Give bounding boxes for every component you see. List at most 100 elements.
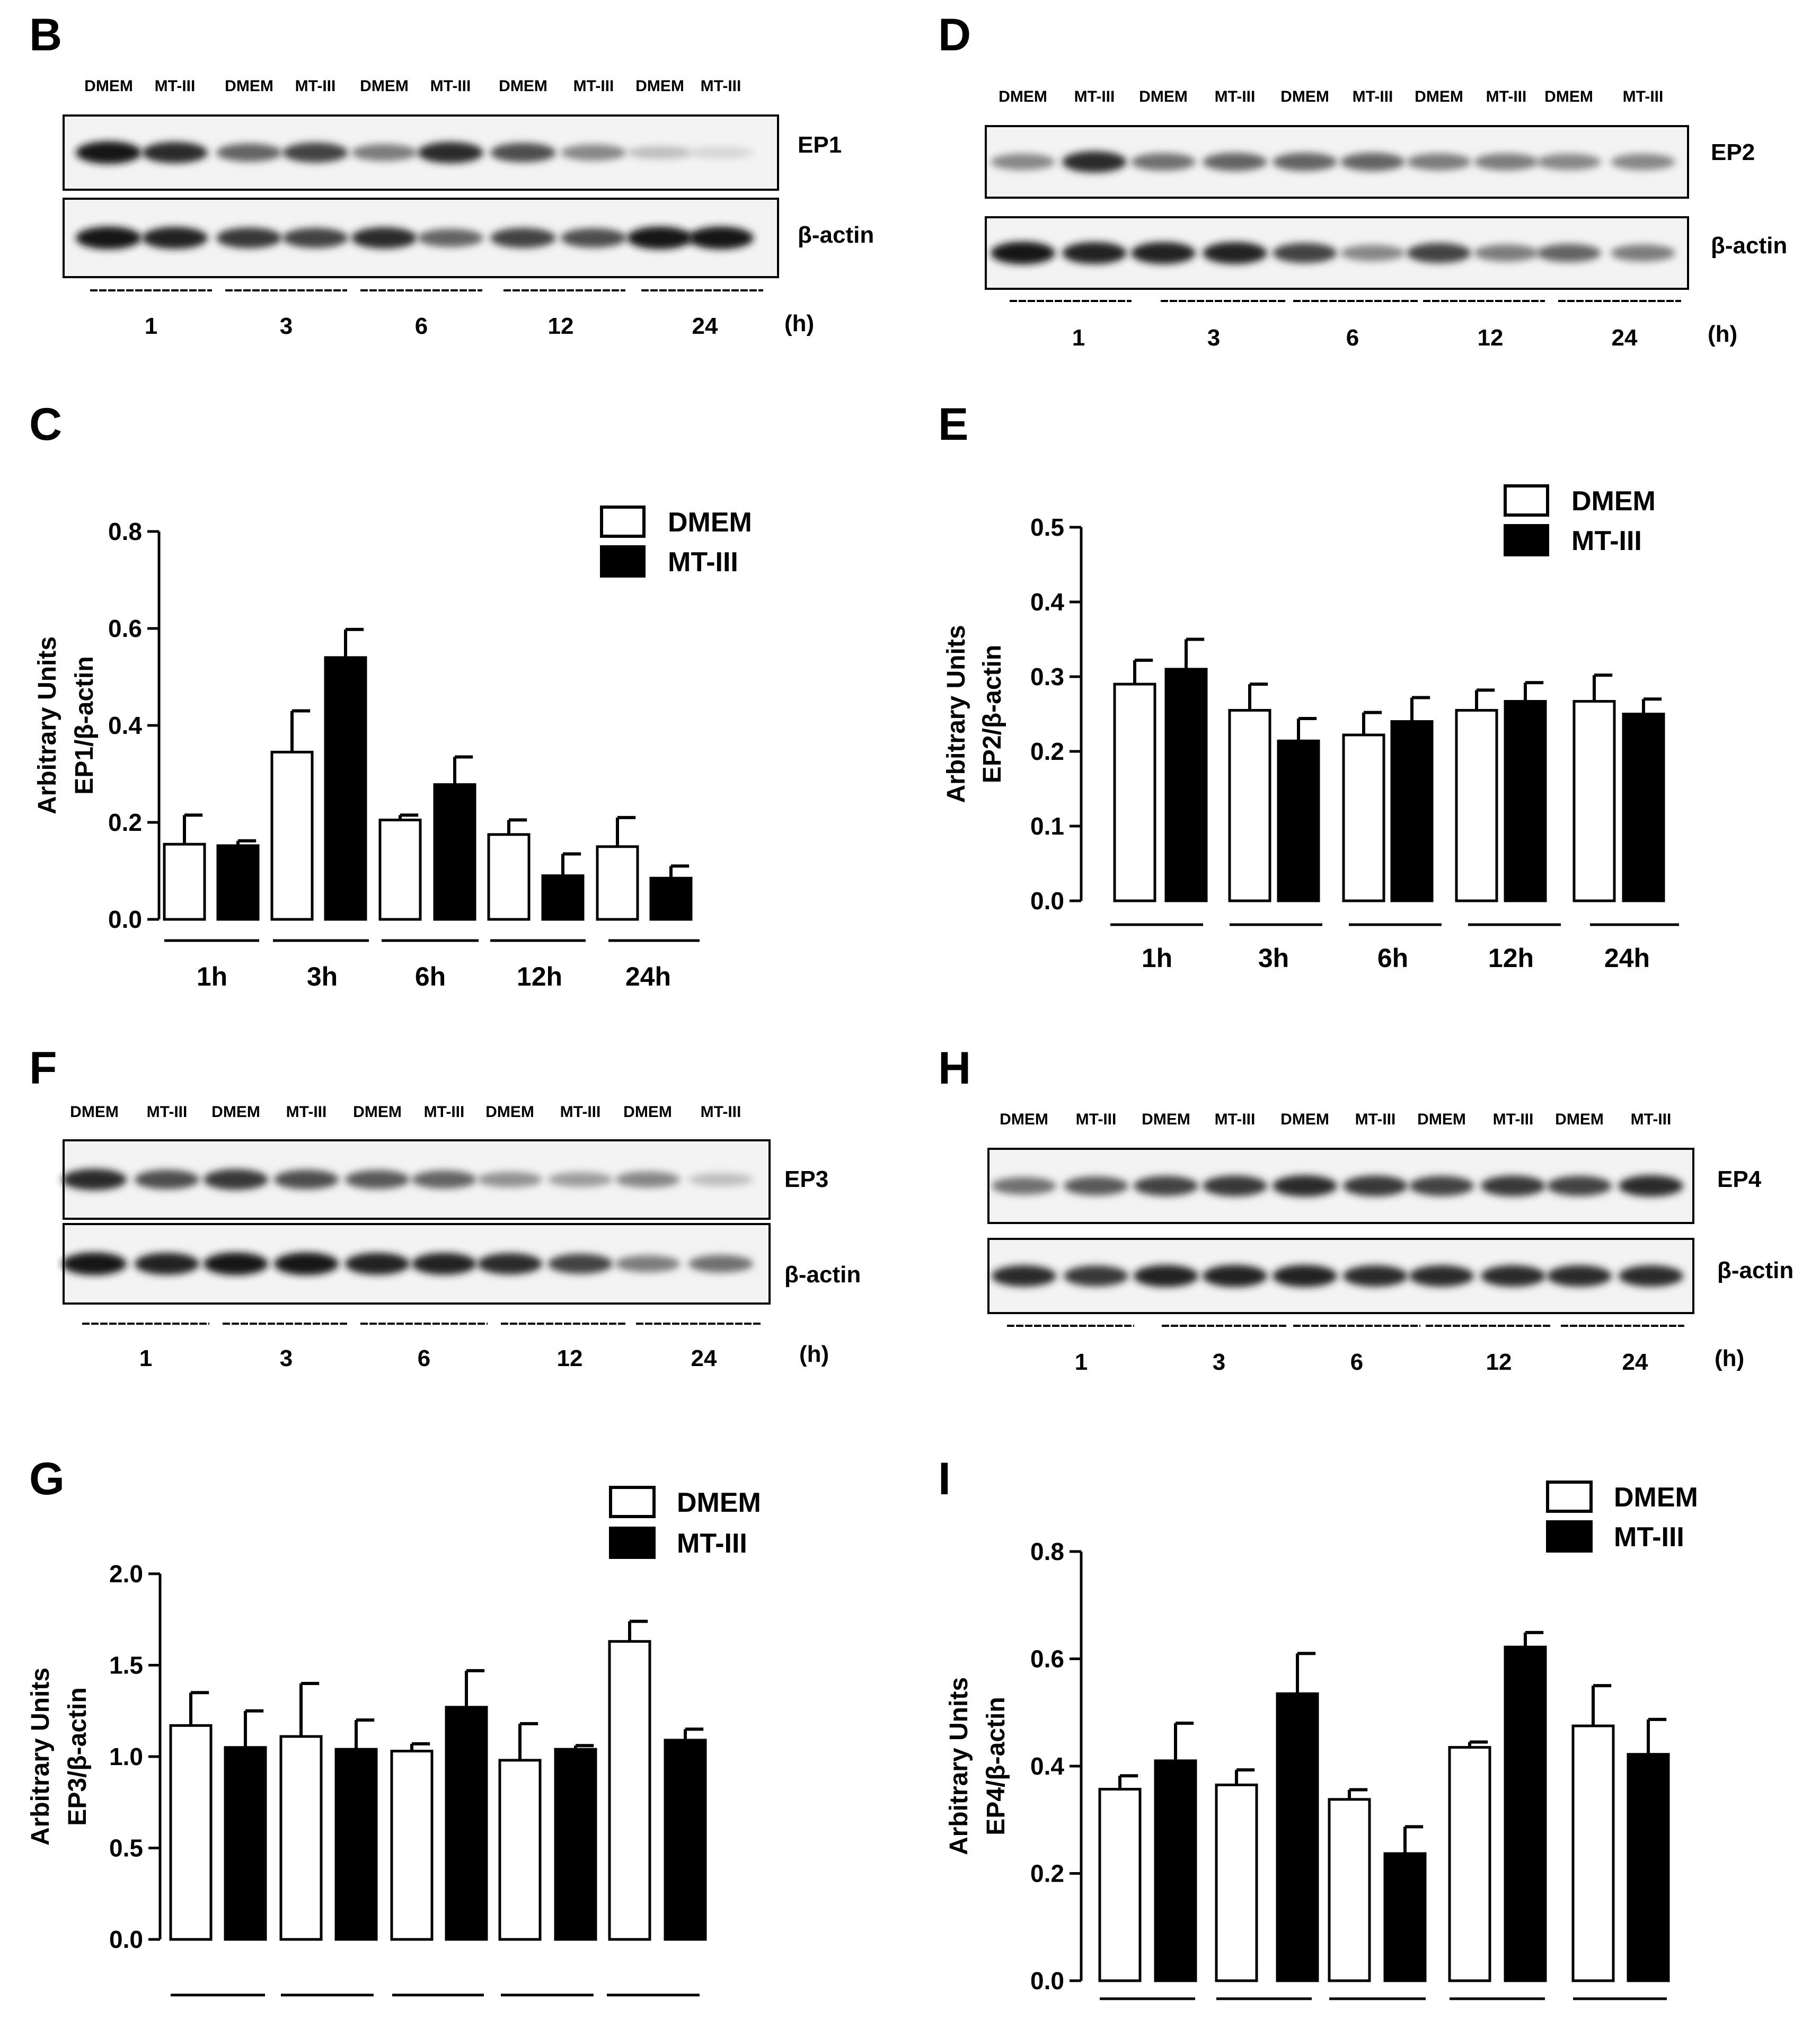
bar-mtiii [1383,1852,1427,1982]
bar-mtiii [433,783,476,921]
legend-label: MT-III [1571,526,1642,556]
target-band [626,146,693,159]
lane-label: MT-III [1353,88,1393,105]
lane-label: MT-III [295,77,336,95]
chart-panel-I: I 0.0 0.2 0.4 0.6 0.8 Arbitrary Units EP4/β-act… [938,1453,1698,2021]
bar-dmem [1113,682,1156,902]
y-tick-label: 0.1 [1030,812,1064,840]
target-band [1480,1175,1546,1196]
actin-band [1611,244,1675,262]
target-band [1611,154,1675,170]
category-label: 3h [1258,943,1289,973]
time-unit: (h) [784,311,814,336]
actin-band [1474,244,1539,262]
lane-label: DMEM [1417,1111,1466,1128]
y-axis-label: EP2/β-actin [978,645,1006,783]
bar-dmem [1571,1724,1615,1982]
bar-dmem [608,1640,651,1941]
timepoint-label: 3 [280,1345,293,1371]
timepoint-label: 6 [1350,1349,1363,1375]
lane-label: MT-III [286,1103,327,1121]
legend: DMEM MT-III [1546,1481,1698,1553]
actin-band [344,1253,410,1275]
panel-letter-G: G [29,1453,65,1504]
lane-label: MT-III [1074,88,1115,105]
bar-dmem [1572,700,1616,902]
legend-label: DMEM [677,1487,761,1518]
bar-dmem [279,1735,323,1941]
bar-mtiii [224,1746,267,1941]
bar-dmem [498,1759,542,1941]
lane-label: DMEM [1139,88,1188,105]
timepoint-label: 3 [1213,1349,1225,1375]
target-band [1273,153,1337,171]
bar-mtiii [1390,720,1434,902]
legend-swatch-mtiii [600,545,646,578]
y-tick-label: 0.4 [108,712,142,739]
chart-panel-E: E 0.0 0.1 0.2 0.3 0.4 0.5 Arbitrary Units EP2/β-… [938,399,1679,973]
target-label: EP3 [784,1166,828,1192]
loading-label: β-actin [1717,1257,1794,1283]
blot-panel-B: B DMEM MT-III DMEM MT-III DMEM MT-III DMEM MT-II… [29,10,874,339]
actin-band [273,1252,339,1275]
bar-mtiii [1622,713,1665,902]
legend-swatch-mtiii [1504,524,1549,556]
bar-mtiii [649,876,693,921]
target-band [1409,1176,1474,1196]
target-band [688,1173,754,1186]
target-label: EP1 [798,132,842,158]
actin-band [1203,242,1267,264]
bar-dmem [1342,733,1385,902]
y-tick-label: 0.8 [1030,1538,1064,1565]
target-band [687,146,754,159]
target-band [490,143,556,163]
lane-label: MT-III [1623,88,1664,105]
legend-swatch-dmem [609,1486,656,1518]
y-tick-label: 0.0 [109,1926,143,1953]
blot-panel-F: F DMEM MT-III DMEM MT-III DMEM MT-III DMEM MT-II… [29,1043,861,1371]
category-label: 1h [1132,2019,1163,2021]
lane-label: DMEM [999,88,1047,105]
blot-panel-D: D DMEM MT-III DMEM MT-III DMEM MT-III DMEM MT-II… [938,10,1787,351]
timepoint-label: 24 [692,313,718,339]
time-unit: (h) [1715,1345,1744,1371]
target-label: EP2 [1711,139,1755,165]
actin-band [134,1253,200,1275]
lane-label: DMEM [84,77,133,95]
target-band [477,1172,543,1187]
panel-letter-B: B [29,10,62,60]
target-band [1536,154,1601,170]
bar-dmem [163,843,206,921]
category-label: 6h [1362,2019,1392,2021]
target-band [547,1172,613,1187]
lane-label: DMEM [499,77,547,95]
actin-band [203,1252,269,1275]
legend: DMEM MT-III [600,506,752,578]
legend-swatch-dmem [600,506,646,538]
bar-dmem [1455,708,1498,902]
bar-dmem [1328,1798,1371,1982]
y-axis-label: EP4/β-actin [982,1697,1010,1835]
actin-band [615,1255,681,1272]
lane-label: DMEM [485,1103,534,1121]
actin-band [688,1255,754,1273]
timepoint-label: 6 [415,313,428,339]
target-band [1272,1175,1338,1197]
lane-label: DMEM [1415,88,1463,105]
lane-label: MT-III [1493,1111,1534,1128]
bar-mtiii [334,1748,378,1941]
target-label: EP4 [1717,1166,1762,1192]
y-tick-label: 0.6 [108,615,142,642]
actin-band [991,242,1055,264]
target-band [1062,151,1127,173]
legend-swatch-dmem [1546,1481,1593,1513]
actin-band [1202,1265,1268,1287]
timepoint-label: 12 [1478,325,1504,351]
target-band [216,143,282,162]
lane-label: MT-III [1215,1111,1256,1128]
bar-dmem [378,818,422,921]
actin-band [1131,242,1196,264]
target-band [1474,153,1539,171]
bar-dmem [169,1724,213,1941]
target-band [273,1169,339,1190]
